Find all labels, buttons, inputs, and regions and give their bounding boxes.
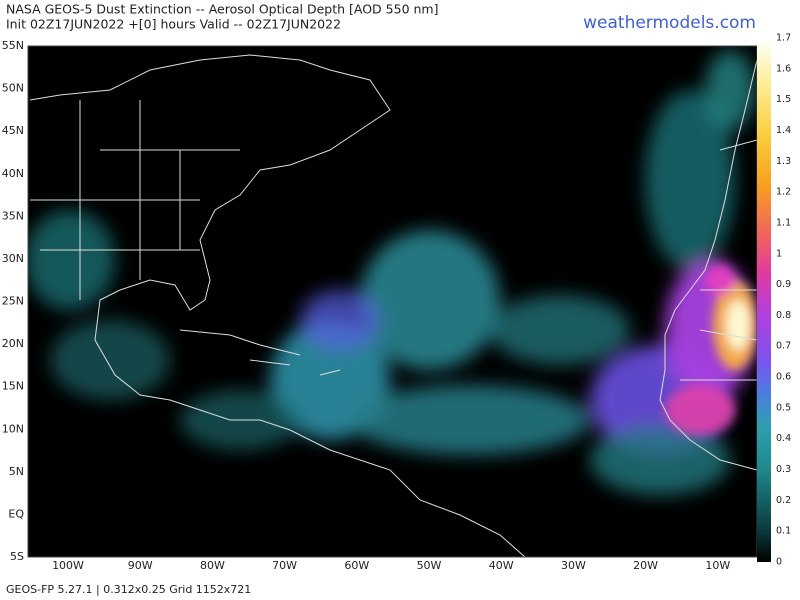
- lat-label: 30N: [2, 252, 24, 265]
- colorbar-label: 0.9: [776, 279, 791, 290]
- colorbar-label: 1.1: [776, 217, 791, 228]
- colorbar-label: 1: [776, 248, 782, 259]
- colorbar-label: 1.4: [776, 125, 791, 136]
- colorbar-label: 1.6: [776, 63, 791, 74]
- footer: GEOS-FP 5.27.1 | 0.312x0.25 Grid 1152x72…: [6, 583, 251, 596]
- colorbar-labels: 1.7 1.6 1.5 1.4 1.3 1.2 1.1 1 0.9 0.8 0.7 0.6 0.5 0.4…: [776, 33, 791, 568]
- lat-label: 40N: [2, 167, 24, 180]
- lon-labels: 100W 90W 80W 70W 60W 50W 40W 30W 20W 10W: [52, 559, 730, 572]
- site-name: weathermodels.com: [583, 13, 756, 33]
- lat-label: 45N: [2, 124, 24, 137]
- lat-label: 55N: [2, 39, 24, 52]
- lon-label: 60W: [344, 559, 369, 572]
- map: [28, 46, 757, 557]
- colorbar-label: 1.7: [776, 33, 791, 44]
- lat-label: 5S: [10, 550, 24, 563]
- colorbar-label: 1.3: [776, 156, 791, 167]
- coastlines: [29, 54, 757, 557]
- colorbar-label: 0.7: [776, 341, 791, 352]
- title: NASA GEOS-5 Dust Extinction -- Aerosol O…: [6, 2, 438, 17]
- lon-label: 30W: [561, 559, 586, 572]
- lat-label: 50N: [2, 82, 24, 95]
- colorbar-label: 0.2: [776, 495, 791, 506]
- lat-label: 20N: [2, 337, 24, 350]
- lon-label: 80W: [200, 559, 225, 572]
- dust-plume: [28, 50, 755, 495]
- colorbar-label: 1.5: [776, 94, 791, 105]
- lon-label: 20W: [633, 559, 658, 572]
- colorbar-label: 0.8: [776, 310, 791, 321]
- colorbar-label: 1.2: [776, 187, 791, 198]
- lon-label: 100W: [52, 559, 84, 572]
- colorbar-label: 0.4: [776, 433, 791, 444]
- lat-label: 35N: [2, 209, 24, 222]
- lat-label: 15N: [2, 380, 24, 393]
- lat-labels: 55N 50N 45N 40N 35N 30N 25N 20N 15N 10N 5N EQ 5S: [2, 39, 25, 563]
- lat-label: EQ: [8, 507, 24, 520]
- colorbar-label: 0.6: [776, 372, 791, 383]
- lat-label: 25N: [2, 295, 24, 308]
- lon-label: 70W: [272, 559, 297, 572]
- lat-label: 5N: [9, 465, 24, 478]
- colorbar-label: 0.1: [776, 526, 791, 537]
- lon-label: 90W: [128, 559, 153, 572]
- lon-label: 50W: [417, 559, 442, 572]
- colorbar-label: 0.5: [776, 402, 791, 413]
- lat-label: 10N: [2, 422, 24, 435]
- colorbar-label: 0: [776, 557, 782, 568]
- lon-label: 40W: [489, 559, 514, 572]
- colorbar-label: 0.3: [776, 464, 791, 475]
- colorbar: [757, 38, 771, 562]
- lon-label: 10W: [705, 559, 730, 572]
- subtitle: Init 02Z17JUN2022 +[0] hours Valid -- 02…: [6, 17, 341, 32]
